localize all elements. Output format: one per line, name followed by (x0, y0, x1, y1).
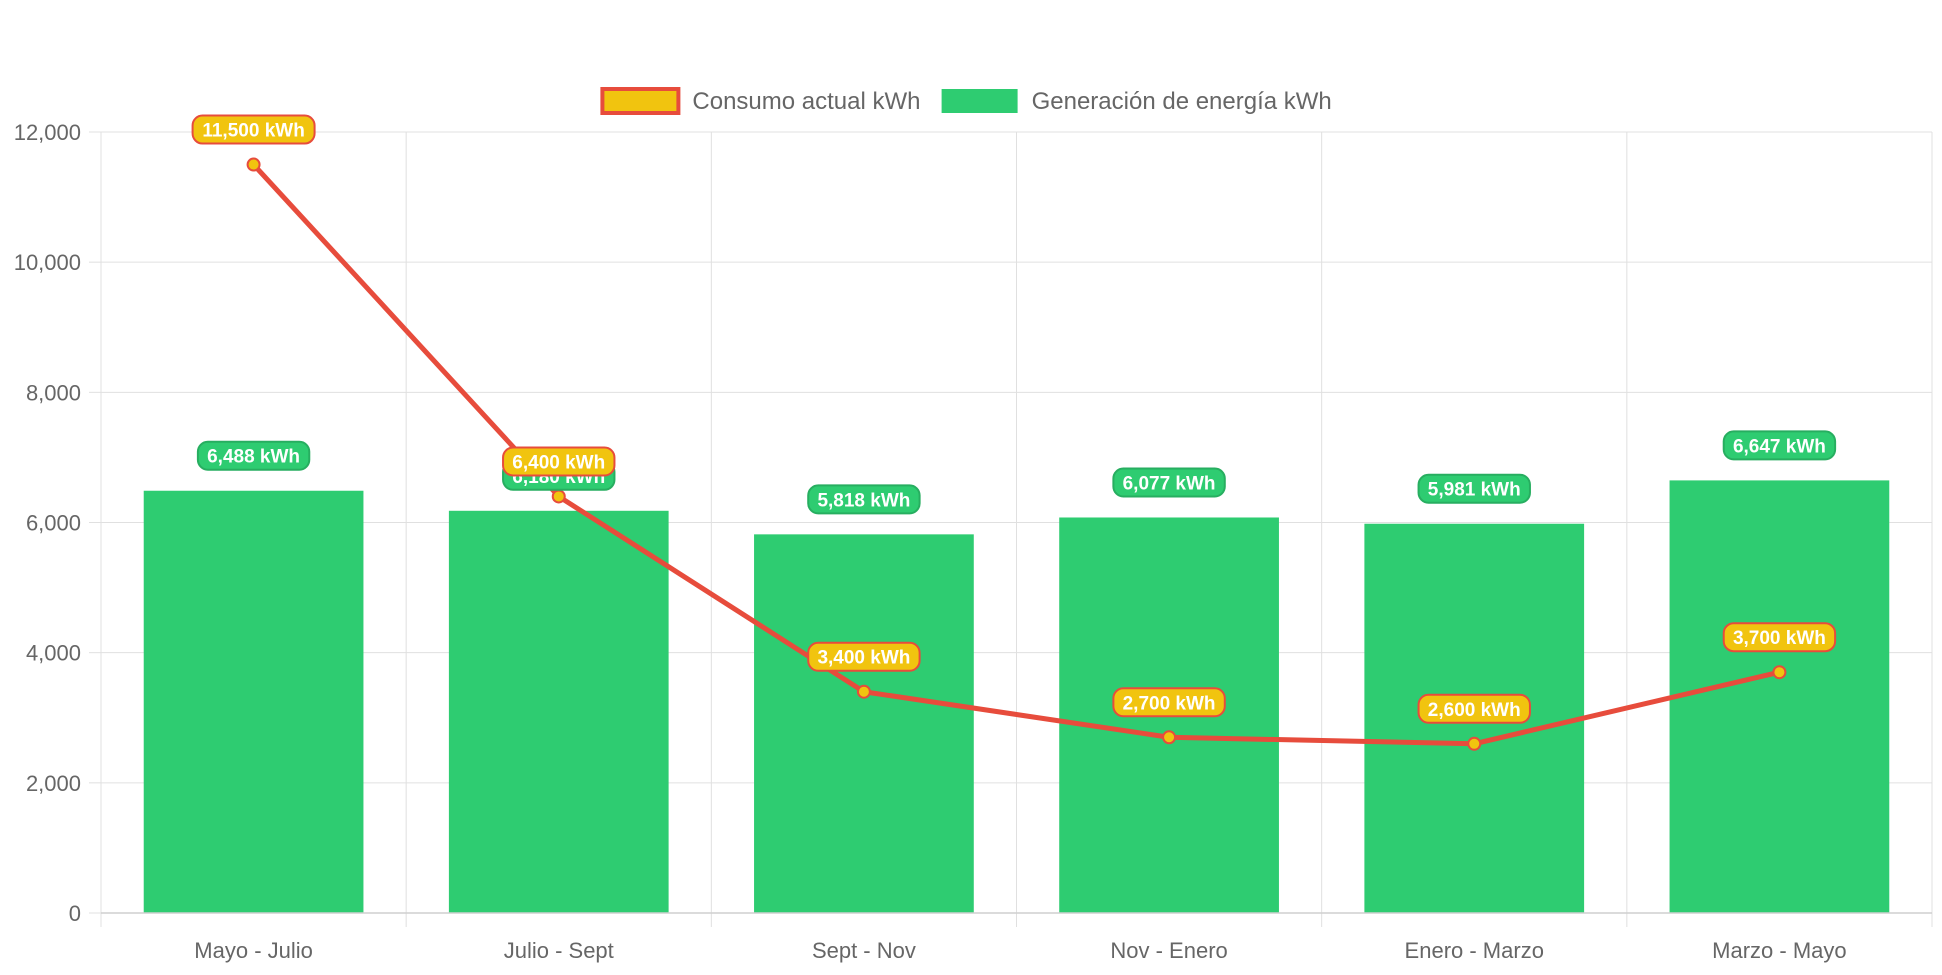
y-tick-label: 0 (69, 901, 81, 926)
line-value-label: 2,700 kWh (1112, 687, 1226, 718)
bar-value-label: 6,647 kWh (1722, 430, 1837, 461)
y-tick-label: 2,000 (26, 771, 81, 796)
bar-value-label-box (807, 484, 921, 515)
line-value-label-text: 11,500 kWh (202, 121, 304, 142)
bar-value-label-box (196, 440, 311, 471)
legend: Consumo actual kWh Generación de energía … (600, 87, 1332, 115)
line-point (1467, 736, 1482, 751)
bar-value-label-text: 5,981 kWh (1428, 480, 1521, 501)
legend-item-consumo: Consumo actual kWh (600, 87, 920, 115)
line-value-label: 3,700 kWh (1722, 622, 1837, 653)
x-tick-label: Julio - Sept (504, 938, 614, 963)
line-value-label-box (1112, 687, 1226, 718)
line-value-label-box (1722, 622, 1837, 653)
bar-value-label: 6,488 kWh (196, 440, 311, 471)
line-layer (246, 157, 1787, 751)
line-series-consumo (251, 162, 1782, 747)
y-tick-label: 8,000 (26, 380, 81, 405)
line-value-label: 11,500 kWh (191, 114, 316, 145)
bar-value-label-text: 6,077 kWh (1123, 473, 1216, 494)
bar-value-label: 6,077 kWh (1112, 467, 1226, 498)
bar-value-label-text: 6,647 kWh (1733, 436, 1826, 457)
bar-value-label-box (1112, 467, 1226, 498)
line-point (246, 157, 261, 172)
bar (448, 510, 669, 913)
x-tick-label: Mayo - Julio (194, 938, 313, 963)
line-value-label-box (502, 446, 616, 477)
y-tick-label: 6,000 (26, 511, 81, 536)
line-value-label-box (807, 641, 921, 672)
x-tick-label: Nov - Enero (1110, 938, 1227, 963)
legend-item-generacion: Generación de energía kWh (941, 88, 1332, 115)
bar (1669, 480, 1890, 913)
legend-swatch (941, 89, 1018, 113)
x-tick-label: Enero - Marzo (1405, 938, 1544, 963)
line-value-label: 2,600 kWh (1417, 693, 1531, 724)
legend-swatch (600, 87, 681, 115)
y-tick-label: 10,000 (14, 250, 81, 275)
y-tick-label: 4,000 (26, 641, 81, 666)
bar-layer (143, 480, 1890, 913)
legend-label: Consumo actual kWh (692, 88, 920, 115)
bar-value-label: 5,981 kWh (1417, 473, 1531, 504)
line-value-label-box (191, 114, 316, 145)
bar-value-label-text: 5,818 kWh (817, 490, 910, 511)
line-point (1772, 665, 1787, 680)
line-point (856, 684, 871, 699)
bar-value-label: 5,818 kWh (807, 484, 921, 515)
line-value-label-text: 6,400 kWh (512, 452, 605, 473)
line-value-label: 6,400 kWh (502, 446, 616, 477)
axis-layer: 0 2,000 4,000 6,000 8,000 10,000 12,000 Mayo - … (14, 120, 1932, 963)
line-point (551, 489, 566, 504)
grid-layer (89, 131, 1933, 927)
line-value-label-text: 2,600 kWh (1428, 700, 1521, 721)
line-value-label-text: 3,700 kWh (1733, 628, 1826, 649)
bar-value-label-box (1417, 473, 1531, 504)
x-tick-label: Marzo - Mayo (1712, 938, 1846, 963)
x-tick-label: Sept - Nov (812, 938, 916, 963)
line-value-label-text: 3,400 kWh (817, 648, 910, 669)
line-value-label-text: 2,700 kWh (1123, 693, 1216, 714)
line-value-label: 3,400 kWh (807, 641, 921, 672)
legend-label: Generación de energía kWh (1032, 88, 1332, 115)
bar (143, 490, 364, 913)
line-point (1162, 730, 1177, 745)
bar (754, 534, 974, 913)
bar-value-label-text: 6,488 kWh (207, 447, 300, 468)
line-value-label-box (1417, 693, 1531, 724)
y-tick-label: 12,000 (14, 120, 81, 145)
bar-value-label-box (1722, 430, 1837, 461)
